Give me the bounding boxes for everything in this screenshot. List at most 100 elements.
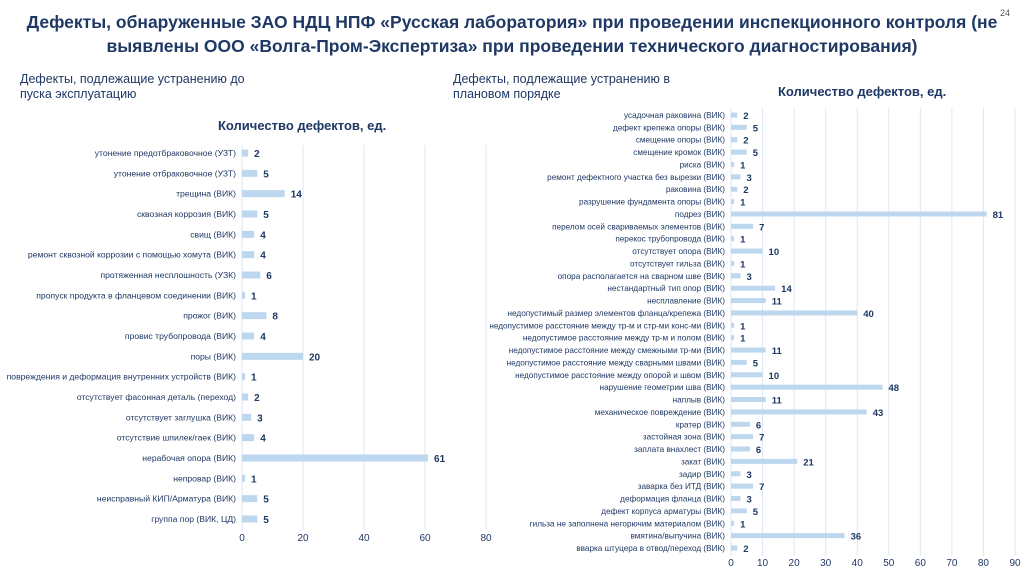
bar	[731, 384, 883, 390]
category-label: застойная зона (ВИК)	[643, 433, 725, 442]
category-label: несплавление (ВИК)	[647, 297, 725, 306]
category-label: ремонт дефектного участка без вырезки (В…	[547, 173, 725, 182]
x-tick-label: 20	[789, 558, 801, 569]
bar	[731, 520, 735, 526]
x-tick-label: 30	[820, 558, 832, 569]
left-chart-subtitle: Дефекты, подлежащие устранению до пуска …	[20, 72, 245, 101]
category-label: поры (ВИК)	[191, 351, 237, 361]
data-label: 1	[740, 198, 746, 209]
bar	[731, 471, 741, 477]
x-tick-label: 40	[852, 558, 864, 569]
bar	[242, 291, 246, 299]
bar	[242, 190, 285, 198]
category-label: механическое повреждение (ВИК)	[595, 408, 726, 417]
right-chart-title: Количество дефектов, ед.	[778, 84, 947, 99]
category-label: пропуск продукта в фланцевом соединении …	[36, 290, 236, 300]
bar	[731, 409, 867, 415]
data-label: 14	[781, 284, 792, 295]
data-label: 4	[260, 230, 266, 241]
data-label: 7	[759, 433, 764, 444]
data-label: 4	[260, 332, 266, 343]
bar	[731, 298, 766, 304]
bar	[731, 372, 763, 378]
data-label: 3	[746, 470, 751, 481]
data-label: 5	[263, 210, 269, 221]
bar	[731, 248, 763, 254]
data-label: 5	[263, 515, 269, 526]
data-label: 2	[743, 111, 748, 122]
data-label: 48	[888, 383, 899, 394]
category-label: непровар (ВИК)	[173, 473, 236, 483]
x-tick-label: 70	[946, 558, 958, 569]
data-label: 8	[272, 312, 278, 323]
x-tick-label: 20	[297, 533, 309, 544]
category-label: опора располагается на сварном шве (ВИК)	[558, 272, 726, 281]
page-number: 24	[999, 8, 1010, 18]
category-label: недопустимое расстояние между опорой и ш…	[515, 371, 725, 380]
category-label: недопустимое расстояние между тр-м и пол…	[523, 334, 725, 343]
category-label: провис трубопровода (ВИК)	[125, 331, 236, 341]
data-label: 6	[756, 445, 761, 456]
category-label: свищ (ВИК)	[190, 229, 236, 239]
data-label: 1	[251, 373, 257, 384]
data-label: 3	[746, 495, 751, 506]
bar	[731, 508, 747, 514]
category-label: гильза не заполнена негорючим материалом…	[530, 519, 726, 528]
category-label: утонение предотбраковочное (УЗТ)	[95, 148, 236, 158]
bar	[731, 161, 735, 167]
category-label: перелом осей свариваемых элементов (ВИК)	[552, 222, 725, 231]
data-label: 21	[803, 457, 814, 468]
data-label: 5	[753, 358, 759, 369]
category-label: вварка штуцера в отвод/переход (ВИК)	[576, 544, 725, 553]
data-label: 3	[257, 413, 263, 424]
category-label: трещина (ВИК)	[176, 189, 236, 199]
data-label: 1	[251, 291, 257, 302]
data-label: 4	[260, 434, 266, 445]
data-label: 20	[309, 352, 321, 363]
category-label: недопустимый размер элементов фланца/кре…	[508, 309, 726, 318]
bar	[731, 273, 741, 279]
data-label: 5	[753, 123, 759, 134]
bar	[242, 515, 258, 523]
category-label: заплата внахлест (ВИК)	[634, 445, 725, 454]
bar	[731, 434, 754, 440]
bar	[731, 236, 735, 242]
x-tick-label: 10	[757, 558, 769, 569]
category-label: дефект корпуса арматуры (ВИК)	[601, 507, 725, 516]
data-label: 3	[746, 173, 751, 184]
data-label: 40	[863, 309, 874, 320]
data-label: 1	[740, 160, 746, 171]
bar	[731, 335, 735, 341]
data-label: 2	[254, 149, 260, 160]
bar	[731, 285, 776, 291]
x-tick-label: 0	[239, 533, 245, 544]
bar	[242, 352, 303, 360]
category-label: кратер (ВИК)	[676, 420, 725, 429]
x-tick-label: 60	[419, 533, 431, 544]
bar	[731, 347, 766, 353]
bar	[731, 322, 735, 328]
x-tick-label: 0	[728, 558, 734, 569]
data-label: 1	[251, 474, 257, 485]
right-chart-subtitle: Дефекты, подлежащие устранению в планово…	[453, 72, 670, 101]
category-label: сквозная коррозия (ВИК)	[137, 209, 236, 219]
category-label: отсутствует заглушка (ВИК)	[126, 412, 236, 422]
bar	[731, 496, 741, 502]
x-tick-label: 60	[915, 558, 927, 569]
bar	[731, 545, 738, 551]
data-label: 2	[743, 185, 748, 196]
data-label: 2	[743, 136, 748, 147]
category-label: наплыв (ВИК)	[673, 396, 726, 405]
category-label: перекос трубопровода (ВИК)	[615, 235, 725, 244]
category-label: подрез (ВИК)	[675, 210, 725, 219]
bar	[731, 446, 750, 452]
category-label: риска (ВИК)	[680, 160, 726, 169]
bar	[242, 312, 267, 320]
category-label: вмятина/выпучина (ВИК)	[630, 532, 725, 541]
data-label: 1	[740, 519, 746, 530]
category-label: утонение отбраковочное (УЗТ)	[114, 168, 236, 178]
bar	[242, 169, 258, 177]
bar	[731, 211, 987, 217]
x-tick-label: 80	[978, 558, 990, 569]
